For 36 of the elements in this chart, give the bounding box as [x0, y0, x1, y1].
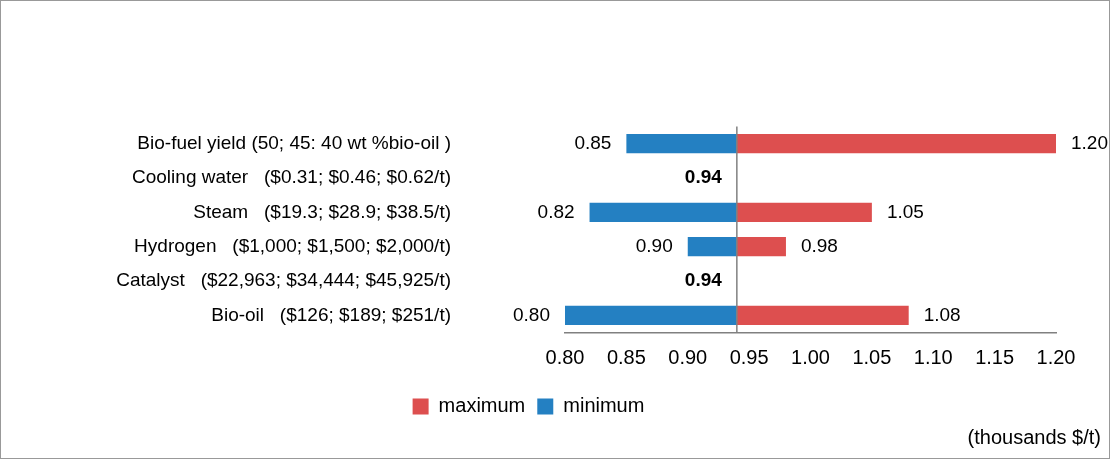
x-tick-label: 1.20	[1036, 346, 1076, 369]
data-label: 0.90	[635, 234, 673, 256]
bar	[589, 202, 737, 222]
data-label: 1.05	[886, 200, 924, 222]
y-tick-label: Catalyst ($22,963; $34,444; $45,925/t)	[116, 269, 451, 291]
x-tick-label: 1.00	[791, 346, 830, 369]
data-label: 0.85	[574, 131, 612, 153]
bar	[687, 237, 737, 257]
y-tick-label: Bio-fuel yield (50; 45: 40 wt %bio-oil )	[137, 131, 451, 153]
bar	[736, 202, 872, 222]
x-tick-label: 0.90	[668, 346, 708, 369]
legend-label: minimum	[563, 394, 645, 417]
data-label: 0.82	[537, 200, 575, 222]
x-tick-label: 1.15	[975, 346, 1015, 369]
y-tick-label: Steam ($19.3; $28.9; $38.5/t)	[193, 200, 451, 222]
x-tick-label: 0.80	[545, 346, 585, 369]
annotation: 0.94	[684, 269, 723, 291]
x-tick-label: 0.95	[729, 346, 769, 369]
data-label: 1.20	[1071, 131, 1108, 153]
y-tick-label: Cooling water ($0.31; $0.46; $0.62/t)	[132, 166, 451, 188]
x-tick-label: 1.10	[913, 346, 953, 369]
bar	[736, 133, 1056, 154]
bar	[736, 305, 909, 326]
legend-label: maximum	[438, 394, 526, 417]
x-tick-label: 0.85	[606, 346, 646, 369]
data-label: 0.98	[800, 234, 838, 256]
x-axis-title: (thousands $/t)	[967, 426, 1101, 448]
data-label: 1.08	[923, 303, 961, 325]
bar	[736, 237, 786, 257]
y-tick-label: Hydrogen ($1,000; $1,500; $2,000/t)	[134, 234, 451, 256]
bar	[565, 305, 737, 326]
bar	[626, 133, 737, 154]
annotation: 0.94	[684, 166, 723, 188]
x-tick-label: 1.05	[852, 346, 892, 369]
y-tick-label: Bio-oil ($126; $189; $251/t)	[211, 303, 451, 325]
data-label: 0.80	[513, 303, 550, 325]
